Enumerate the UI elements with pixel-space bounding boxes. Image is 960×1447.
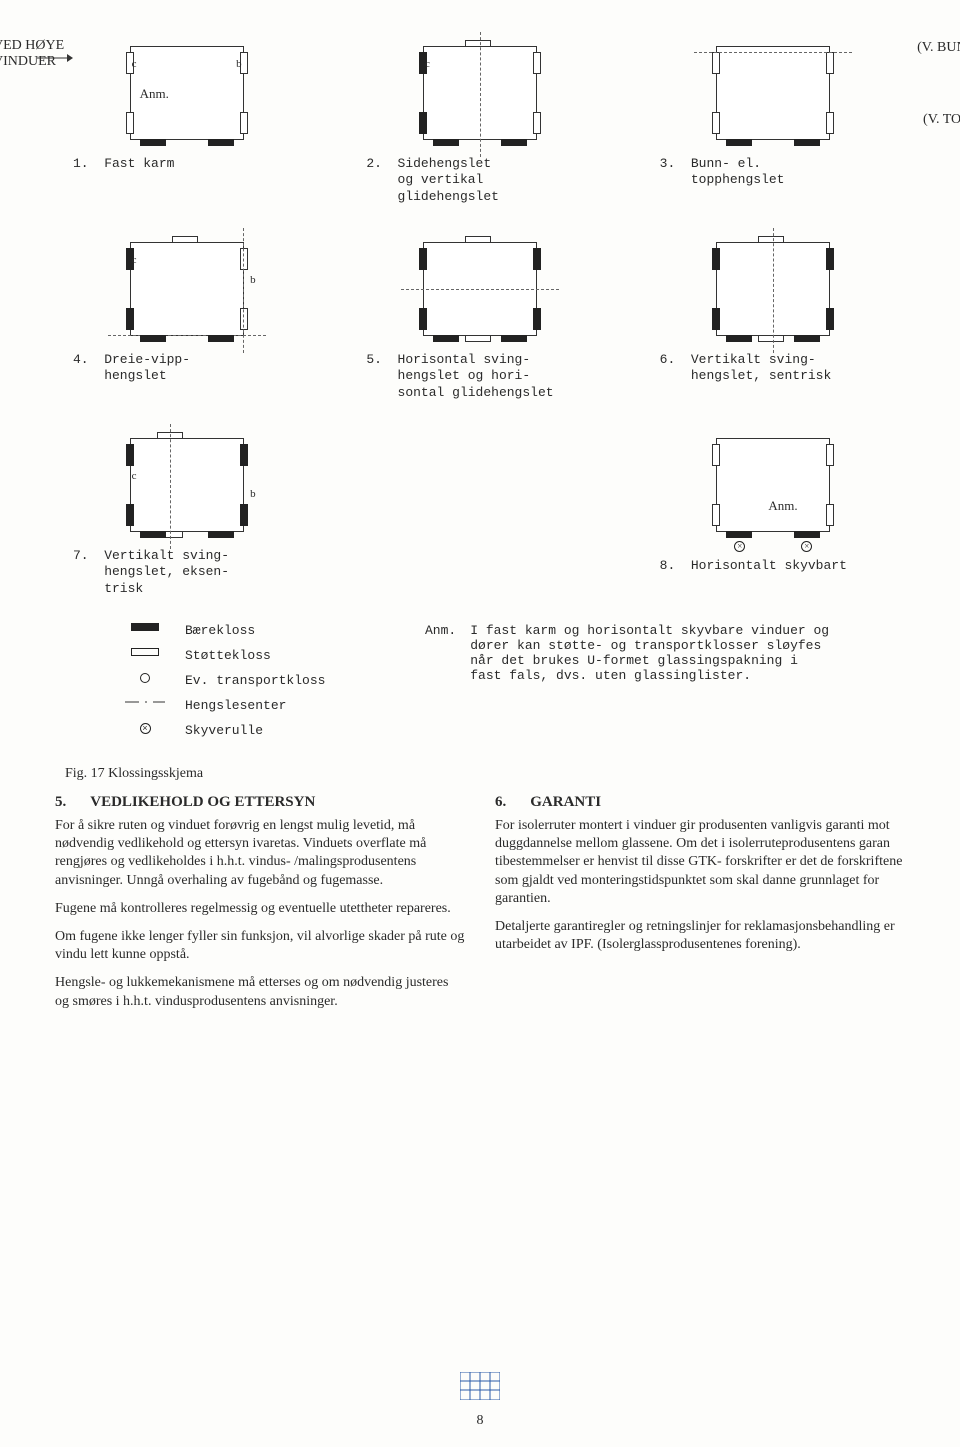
diagram-row-2: b c 4. Dreie-vipp- hengslet 5. Horisonta… bbox=[55, 226, 905, 402]
anm-1: Anm. bbox=[140, 86, 169, 102]
legend-hengslesenter: Hengslesenter bbox=[185, 698, 286, 713]
caption-8: 8. Horisontalt skyvbart bbox=[642, 558, 905, 608]
legend-skyverulle: Skyverulle bbox=[185, 723, 263, 738]
grid-icon bbox=[460, 1372, 500, 1405]
section-6-num: 6. bbox=[495, 794, 506, 811]
text-columns: 5. VEDLIKEHOLD OG ETTERSYN For å sikre r… bbox=[55, 794, 905, 1021]
anm-8: Anm. bbox=[768, 498, 797, 514]
diagram-1: VED HØYE VINDUER Anm. c b 1. Fast karm bbox=[55, 30, 318, 206]
figure-caption: Fig. 17 Klossingsskjema bbox=[65, 766, 905, 782]
legend-baerekloss: Bærekloss bbox=[185, 623, 255, 638]
diagram-3: (V. BUNNH.) (V. TOPPH.) 3. Bunn- el. top… bbox=[642, 30, 905, 206]
caption-7: 7. Vertikalt sving- hengslet, eksen- tri… bbox=[55, 548, 318, 598]
section-6-p1: For isolerruter montert i vinduer gir pr… bbox=[495, 817, 905, 908]
label-topph: (V. TOPPH.) bbox=[923, 112, 960, 128]
caption-6: 6. Vertikalt sving- hengslet, sentrisk bbox=[642, 352, 905, 402]
section-6-p2: Detaljerte garantiregler og retningslinj… bbox=[495, 918, 905, 954]
caption-3: 3. Bunn- el. topphengslet bbox=[642, 156, 905, 206]
arrow bbox=[37, 52, 73, 64]
section-5-title: VEDLIKEHOLD OG ETTERSYN bbox=[90, 794, 315, 811]
section-5-num: 5. bbox=[55, 794, 66, 811]
section-5-p1: For å sikre ruten og vinduet forøvrig en… bbox=[55, 817, 465, 890]
diagram-2: c 2. Sidehengslet og vertikal glidehengs… bbox=[348, 30, 611, 206]
legend-anm-text: I fast karm og horisontalt skyvbare vind… bbox=[470, 623, 830, 748]
caption-2: 2. Sidehengslet og vertikal glidehengsle… bbox=[348, 156, 611, 206]
diagram-6: 6. Vertikalt sving- hengslet, sentrisk bbox=[642, 226, 905, 402]
diagram-5: 5. Horisontal sving- hengslet og hori- s… bbox=[348, 226, 611, 402]
diagram-row-1: VED HØYE VINDUER Anm. c b 1. Fast karm bbox=[55, 30, 905, 206]
section-6-title: GARANTI bbox=[530, 794, 601, 811]
legend-anm-label: Anm. bbox=[425, 623, 456, 748]
legend-transportkloss: Ev. transportkloss bbox=[185, 673, 325, 688]
caption-5: 5. Horisontal sving- hengslet og hori- s… bbox=[348, 352, 611, 402]
section-5: 5. VEDLIKEHOLD OG ETTERSYN For å sikre r… bbox=[55, 794, 465, 1021]
label-bunnh: (V. BUNNH.) bbox=[917, 40, 960, 56]
caption-1: 1. Fast karm bbox=[55, 156, 318, 206]
section-5-p3: Om fugene ikke lenger fyller sin funksjo… bbox=[55, 928, 465, 964]
diagram-7: c b 7. Vertikalt sving- hengslet, eksen-… bbox=[55, 422, 318, 608]
section-6: 6. GARANTI For isolerruter montert i vin… bbox=[495, 794, 905, 1021]
diagram-row-3: c b 7. Vertikalt sving- hengslet, eksen-… bbox=[55, 422, 905, 608]
diagram-4: b c 4. Dreie-vipp- hengslet bbox=[55, 226, 318, 402]
caption-4: 4. Dreie-vipp- hengslet bbox=[55, 352, 318, 402]
legend-stottekloss: Støttekloss bbox=[185, 648, 271, 663]
section-5-p2: Fugene må kontrolleres regelmessig og ev… bbox=[55, 900, 465, 918]
diagram-8: Anm. × × 8. Horisontalt skyvbart bbox=[642, 422, 905, 608]
section-5-p4: Hengsle- og lukkemekanismene må etterses… bbox=[55, 974, 465, 1010]
page-number: 8 bbox=[477, 1413, 484, 1429]
legend: Bærekloss Støttekloss Ev. transportkloss… bbox=[125, 623, 905, 748]
